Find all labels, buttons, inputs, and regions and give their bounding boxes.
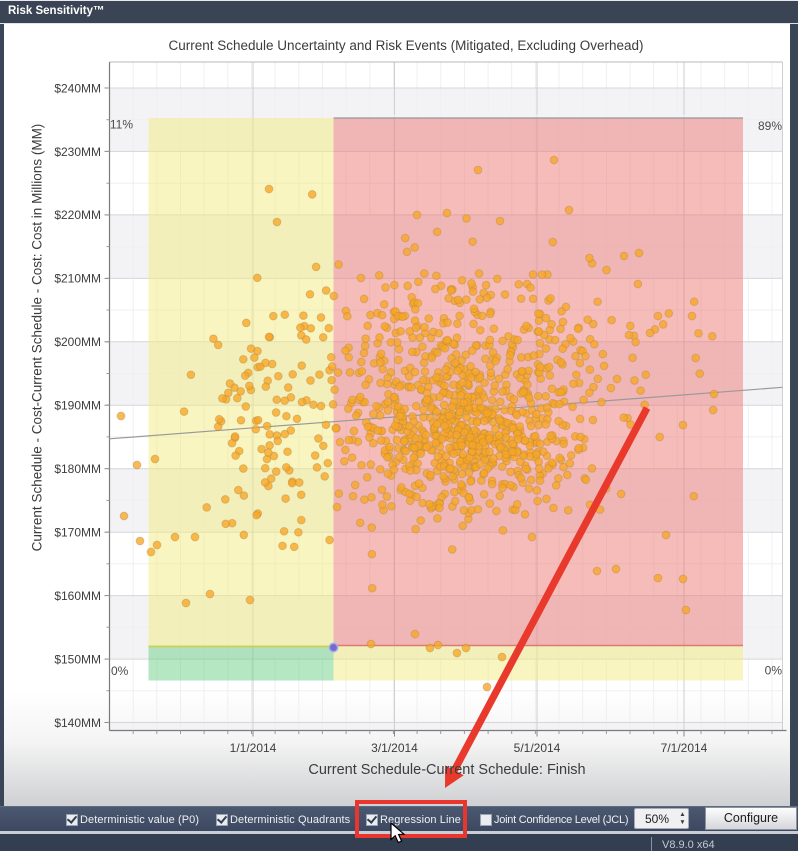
svg-text:$210MM: $210MM — [54, 272, 101, 286]
svg-text:$140MM: $140MM — [54, 716, 101, 730]
svg-text:$180MM: $180MM — [54, 462, 101, 476]
svg-text:$160MM: $160MM — [54, 589, 101, 603]
svg-text:5/1/2014: 5/1/2014 — [514, 741, 561, 755]
svg-text:11%: 11% — [110, 118, 133, 132]
svg-text:$170MM: $170MM — [54, 526, 101, 540]
svg-text:$190MM: $190MM — [54, 399, 101, 413]
svg-text:$150MM: $150MM — [54, 652, 101, 666]
svg-text:1/1/2014: 1/1/2014 — [230, 741, 277, 755]
svg-text:7/1/2014: 7/1/2014 — [661, 741, 708, 755]
svg-text:3/1/2014: 3/1/2014 — [371, 741, 418, 755]
svg-text:$220MM: $220MM — [54, 208, 101, 222]
svg-text:$240MM: $240MM — [54, 81, 101, 95]
svg-text:0%: 0% — [765, 664, 783, 678]
svg-text:0%: 0% — [111, 664, 129, 678]
svg-text:89%: 89% — [758, 119, 782, 133]
svg-text:$230MM: $230MM — [54, 145, 101, 159]
svg-text:$200MM: $200MM — [54, 335, 101, 349]
